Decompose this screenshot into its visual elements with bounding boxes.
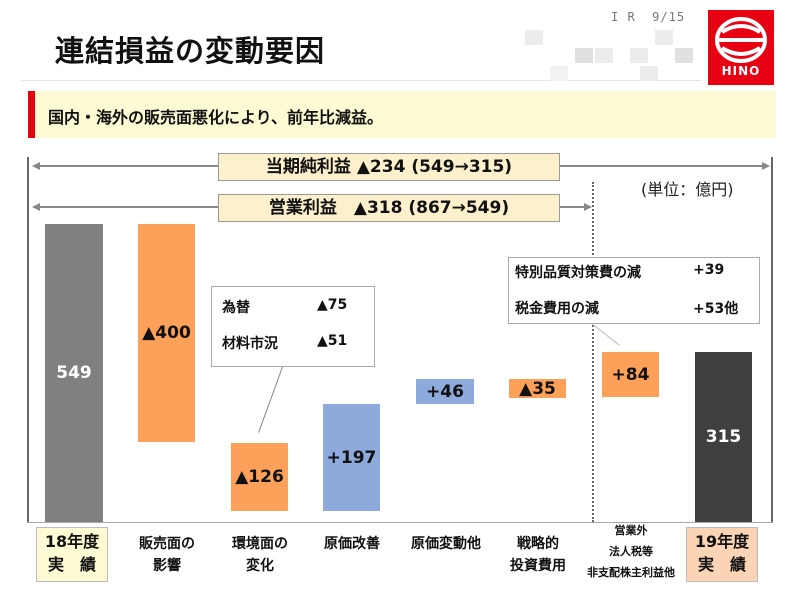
x-label-cost-improvement: 原価改善: [309, 533, 395, 555]
callout-label: 税金費用の減: [515, 301, 599, 317]
x-label-line: 環境面の: [232, 536, 288, 552]
callout-leader-line: [592, 324, 620, 346]
hino-emblem-icon: [715, 17, 767, 63]
bar-fy18-actual: 549: [45, 224, 103, 522]
environment-callout: 為替 ▲75 材料市況 ▲51: [211, 286, 375, 367]
x-label-line: 実 績: [697, 555, 746, 574]
page-number: 9/15: [652, 10, 686, 24]
x-label-line: 非支配株主利益他: [587, 566, 675, 579]
x-label-fy18: 18年度 実 績: [36, 527, 108, 582]
net-income-summary: 当期純利益 ▲234 (549→315): [218, 153, 560, 181]
chart-left-border: [27, 157, 29, 522]
page-indicator: I R 9/15: [611, 10, 685, 24]
page-title: 連結損益の変動要因: [55, 34, 326, 68]
bar-strategic-investment: ▲35: [509, 379, 566, 399]
x-label-line: 実 績: [47, 555, 96, 574]
x-label-environment-change: 環境面の 変化: [217, 533, 303, 577]
x-label-line: 戦略的: [517, 536, 559, 552]
callout-value: ▲51: [317, 333, 348, 349]
hino-logo: HINO: [708, 10, 774, 85]
title-divider: [22, 80, 702, 81]
banner-accent-bar: [28, 91, 35, 138]
x-label-line: 影響: [153, 558, 181, 574]
arrow-left-icon: [32, 162, 40, 170]
net-income-arrow-line: [560, 165, 762, 167]
callout-value: +39: [693, 262, 725, 278]
x-label-line: 18年度: [44, 532, 100, 551]
x-label-line: 19年度: [694, 532, 750, 551]
non-operating-callout: 特別品質対策費の減 +39 税金費用の減 +53他: [508, 257, 760, 324]
arrow-right-icon: [762, 162, 770, 170]
x-label-non-operating: 営業外 法人税等 非支配株主利益他: [576, 520, 686, 583]
x-label-line: 投資費用: [510, 558, 566, 574]
unit-label: (単位：億円): [641, 180, 734, 199]
net-income-arrow-line: [38, 165, 218, 167]
operating-separator-line: [592, 182, 594, 522]
callout-value: +53他: [693, 301, 739, 317]
x-label-fy19: 19年度 実 績: [686, 527, 758, 582]
chart-right-border: [771, 157, 773, 522]
bar-environment-change: ▲126: [231, 443, 288, 511]
bar-fy19-actual: 315: [695, 352, 752, 522]
key-message-banner: 国内・海外の販売面悪化により、前年比減益。: [28, 91, 776, 138]
x-label-line: 原価改善: [324, 536, 380, 552]
page-label: I R: [611, 10, 636, 24]
x-label-sales-impact: 販売面の 影響: [124, 533, 210, 577]
operating-income-summary: 営業利益 ▲318 (867→549): [218, 194, 560, 222]
chart-baseline: [27, 522, 773, 523]
callout-label: 為替: [222, 300, 250, 316]
bar-sales-impact: ▲400: [138, 224, 195, 442]
x-label-line: 営業外: [614, 524, 648, 537]
x-label-line: 法人税等: [609, 545, 653, 558]
callout-label: 材料市況: [222, 336, 278, 352]
x-label-line: 変化: [246, 558, 274, 574]
x-label-line: 原価変動他: [411, 536, 481, 552]
x-label-line: 販売面の: [139, 536, 195, 552]
callout-value: ▲75: [317, 297, 348, 313]
banner-text: 国内・海外の販売面悪化により、前年比減益。: [48, 108, 384, 127]
bar-cost-variation: +46: [416, 379, 474, 404]
operating-income-arrow-line: [38, 206, 218, 208]
arrow-left-icon: [32, 203, 40, 211]
arrow-right-icon: [584, 203, 592, 211]
x-label-strategic-investment: 戦略的 投資費用: [495, 533, 581, 577]
operating-income-arrow-line: [560, 206, 584, 208]
callout-leader-line: [258, 366, 283, 433]
bar-non-operating: +84: [602, 352, 659, 397]
callout-label: 特別品質対策費の減: [515, 265, 641, 281]
x-label-cost-variation: 原価変動他: [398, 533, 494, 555]
bar-cost-improvement: +197: [323, 404, 380, 511]
decorative-grid-pattern: [490, 28, 700, 82]
logo-text: HINO: [721, 64, 761, 78]
